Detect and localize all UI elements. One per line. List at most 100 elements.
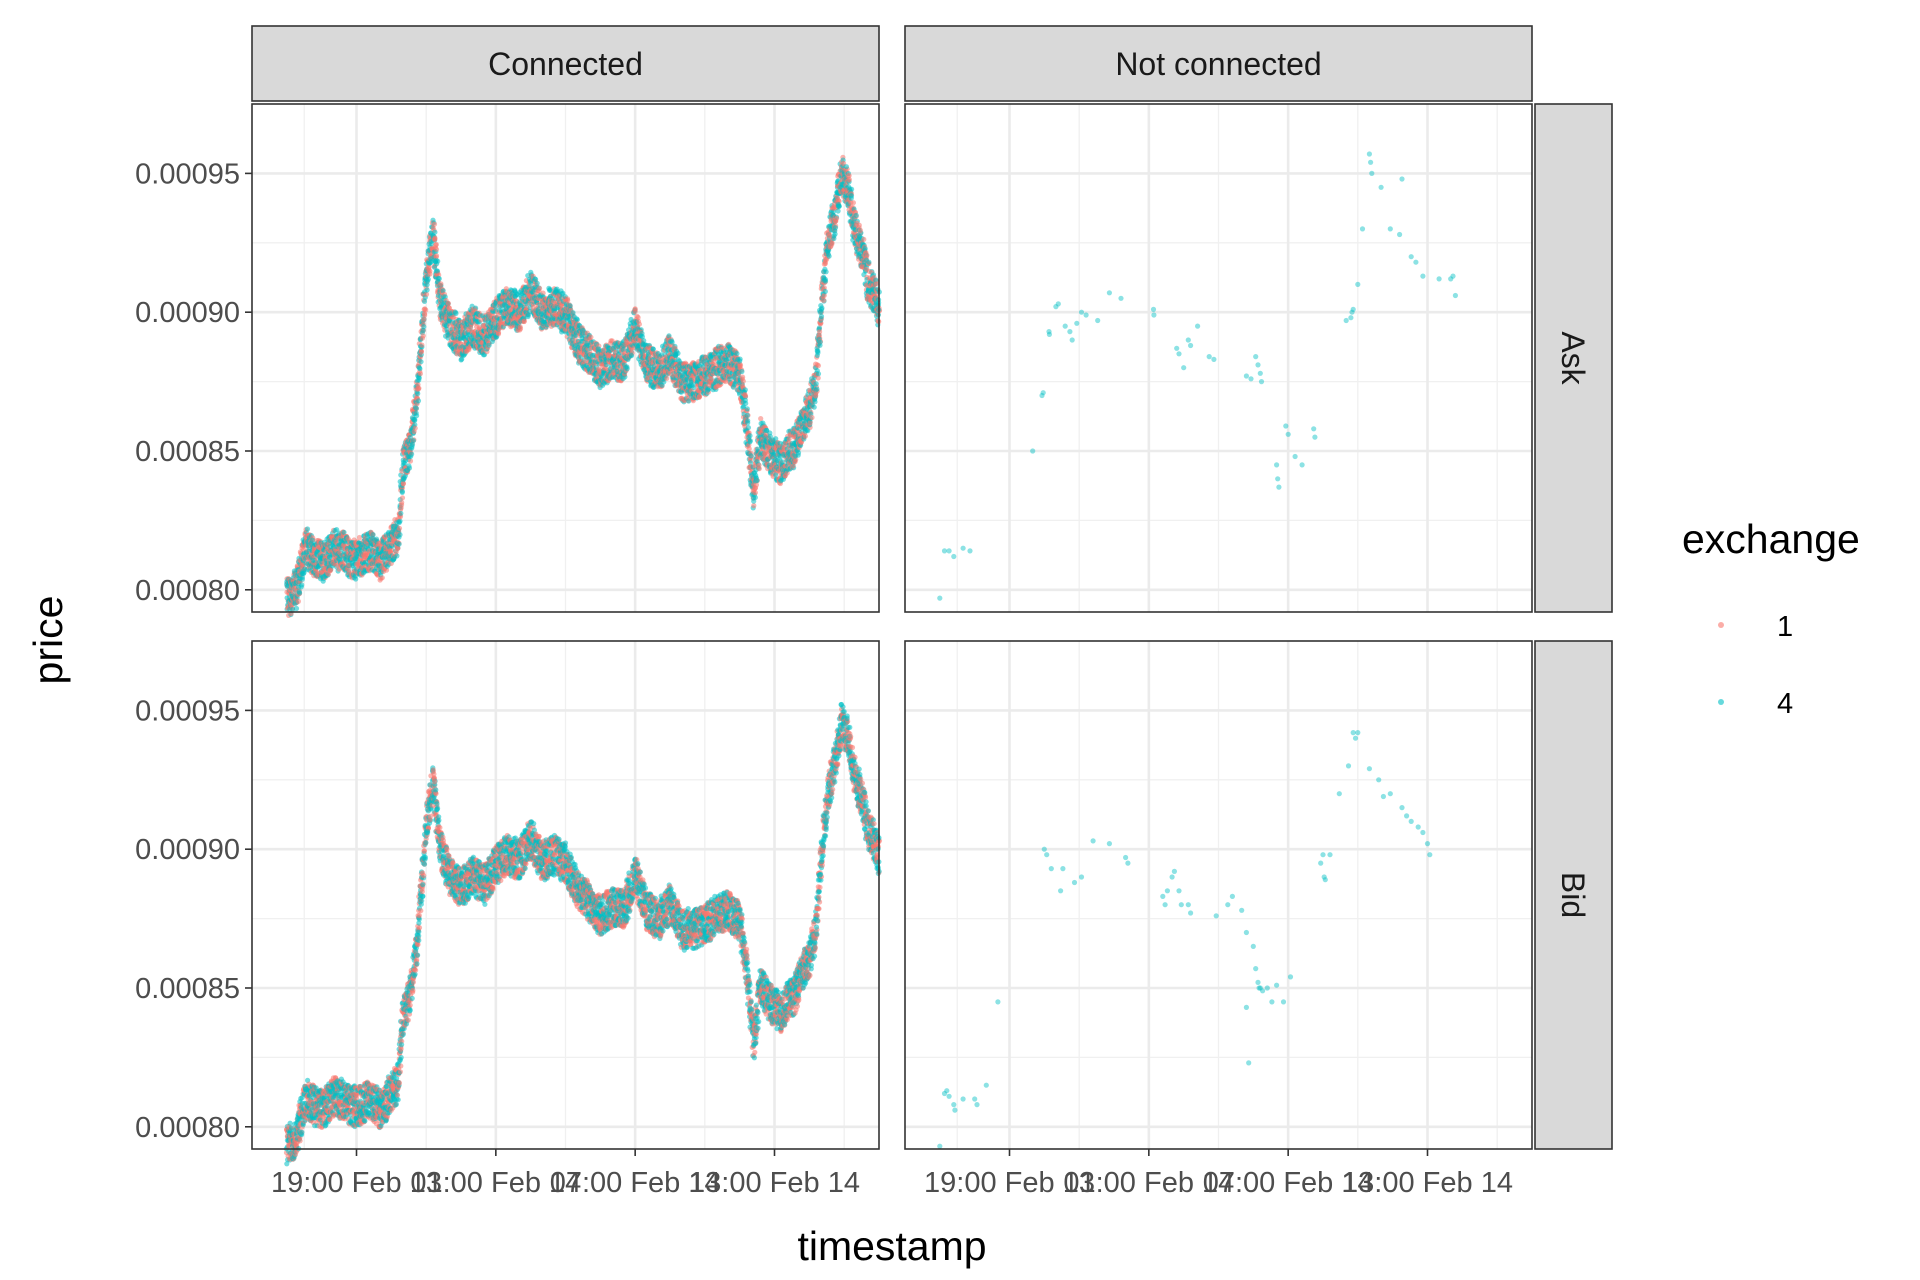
- series-1-point: [422, 306, 428, 312]
- series-1-point: [740, 378, 746, 384]
- series-4-point: [744, 412, 750, 418]
- series-4-point: [767, 430, 773, 436]
- series-4-point: [432, 229, 438, 235]
- series-4-point: [398, 510, 404, 516]
- series-1-point: [433, 246, 440, 252]
- row-strip-label-ask: Ask: [1555, 331, 1591, 385]
- series-1-point: [445, 300, 451, 306]
- panel-connected-ask: [251, 103, 883, 619]
- series-1-point: [327, 568, 333, 574]
- series-4-point: [293, 605, 300, 612]
- series-1-point: [495, 331, 502, 337]
- series-4-point: [397, 532, 403, 538]
- series-1-point: [396, 525, 403, 531]
- series-1-point: [427, 271, 433, 277]
- series-1-point: [412, 425, 418, 431]
- series-4-point: [752, 494, 758, 501]
- series-1-point: [802, 433, 809, 439]
- column-strip-label-not-connected: Not connected: [1115, 46, 1321, 82]
- series-1-point: [696, 394, 703, 400]
- series-1-point: [419, 342, 425, 348]
- series-1-point: [752, 490, 759, 496]
- series-4-point: [334, 527, 340, 533]
- series-4-point: [415, 398, 422, 404]
- series-4-point: [415, 391, 421, 397]
- row-strip-ask: Ask: [1534, 103, 1613, 613]
- series-1-point: [664, 375, 670, 381]
- series-1-point: [415, 386, 422, 392]
- series-4-point: [421, 324, 427, 330]
- series-1-point: [417, 371, 423, 377]
- series-1-point: [431, 221, 438, 227]
- series-4-point: [628, 353, 635, 359]
- series-1-point: [433, 241, 439, 248]
- series-4-point: [297, 590, 303, 596]
- series-4-point: [745, 425, 752, 431]
- column-strip-not-connected: Not connected: [904, 25, 1533, 102]
- row-strip-bid: Bid: [1534, 640, 1613, 1150]
- series-4-point: [425, 276, 431, 282]
- series-1-point: [632, 306, 638, 312]
- series-4-point: [418, 359, 424, 365]
- series-1-point: [521, 318, 527, 325]
- series-4-point: [747, 439, 753, 445]
- series-4-point: [406, 465, 413, 471]
- series-1-point: [517, 324, 523, 330]
- column-strip-connected: Connected: [251, 25, 880, 102]
- series-1-point: [295, 598, 301, 605]
- series-4-point: [309, 537, 315, 543]
- series-4-point: [742, 387, 748, 393]
- series-4-point: [675, 350, 681, 356]
- series-1-point: [432, 236, 438, 242]
- series-1-point: [399, 495, 406, 501]
- series-4-point: [417, 366, 423, 372]
- series-1-point: [636, 321, 643, 327]
- series-4-point: [299, 576, 305, 582]
- series-4-point: [410, 438, 416, 444]
- series-1-point: [438, 281, 444, 287]
- series-1-point: [758, 416, 764, 422]
- series-4-point: [353, 576, 359, 582]
- series-4-point: [748, 453, 754, 459]
- series-4-point: [754, 477, 760, 483]
- series-4-point: [396, 541, 402, 547]
- column-strip-label-connected: Connected: [488, 46, 643, 82]
- series-1-point: [753, 482, 760, 488]
- series-1-point: [756, 462, 762, 468]
- series-1-point: [433, 253, 440, 259]
- series-4-point: [737, 358, 743, 364]
- series-1-point: [379, 575, 385, 581]
- series-1-point: [399, 499, 405, 506]
- series-1-point: [407, 458, 414, 464]
- series-4-point: [743, 400, 749, 406]
- series-1-point: [418, 349, 424, 355]
- series-4-point: [413, 405, 419, 411]
- series-4-point: [424, 287, 430, 293]
- series-1-point: [746, 446, 752, 452]
- series-4-point: [534, 280, 540, 286]
- series-1-point: [635, 314, 641, 321]
- series-4-point: [745, 418, 751, 424]
- series-4-point: [739, 368, 745, 375]
- series-4-point: [747, 433, 753, 439]
- series-4-point: [341, 529, 347, 535]
- series-4-point: [409, 451, 415, 457]
- series-1-point: [420, 333, 426, 339]
- series-1-point: [809, 414, 815, 421]
- series-4-point: [744, 406, 750, 412]
- series-4-point: [753, 472, 759, 478]
- series-4-point: [299, 582, 305, 588]
- series-4-point: [290, 606, 296, 613]
- series-1-point: [537, 285, 543, 291]
- series-4-point: [416, 377, 422, 383]
- series-4-point: [795, 450, 802, 456]
- series-4-point: [734, 351, 740, 357]
- series-4-point: [399, 488, 405, 494]
- row-strip-label-bid: Bid: [1555, 872, 1591, 918]
- series-4-point: [394, 553, 400, 559]
- series-4-point: [453, 310, 459, 316]
- series-4-point: [435, 258, 441, 264]
- series-4-point: [397, 518, 403, 524]
- series-4-point: [414, 413, 420, 419]
